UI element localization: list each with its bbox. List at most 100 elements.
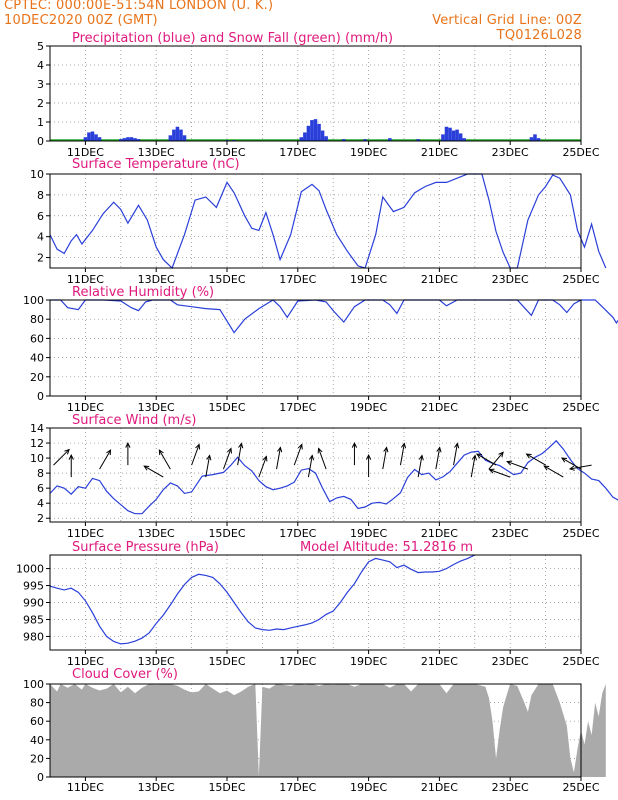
x-tick-label: 23DEC [492,401,529,414]
x-tick-label: 13DEC [138,527,175,540]
wind-arrow [488,451,504,470]
panel-frame [49,173,582,269]
precip-bar [313,119,318,141]
wind-arrow [158,449,171,470]
x-tick-label: 15DEC [208,273,245,286]
wind-arrow-head [297,443,303,450]
x-tick-label: 19DEC [350,401,387,414]
precip-bar [179,129,183,141]
x-tick-label: 11DEC [67,401,104,414]
y-tick-label: 0 [37,135,44,148]
y-tick-label: 4 [37,497,44,510]
wind-arrow-head [262,455,268,462]
precip-bar [126,137,130,141]
panel-title: Relative Humidity (%) [72,285,214,300]
wind-arrow-head [308,454,315,461]
y-tick-label: 2 [37,97,44,110]
x-tick-label: 25DEC [562,527,599,540]
y-tick-label: 6 [37,482,44,495]
y-tick-label: 2 [37,512,44,525]
precip-bar [122,138,127,141]
precip-bar [97,137,102,141]
wind-arrow [191,444,200,466]
x-tick-label: 23DEC [492,146,529,159]
x-tick-label: 21DEC [421,401,458,414]
wind-arrow-head [488,468,495,474]
y-tick-label: 2 [37,252,44,265]
wind-arrow-head [195,443,201,450]
precip-bar [133,138,137,141]
y-tick-label: 100 [23,294,44,307]
wind-arrow-head [317,447,323,454]
header-grid-note: Vertical Grid Line: 00Z [432,13,582,28]
y-tick-label: 14 [30,422,44,435]
wind-arrow [99,449,111,470]
wind-arrow [276,447,281,470]
wind-arrow-head [277,446,283,453]
panel-frame [49,554,582,651]
wind-arrow-head [365,453,372,460]
x-tick-label: 21DEC [421,146,458,159]
wind-arrow [399,443,405,466]
x-tick-label: 13DEC [138,655,175,668]
wind-arrow [470,455,476,478]
x-tick-label: 15DEC [208,401,245,414]
wind-arrow [222,448,232,470]
wind-arrow [489,469,511,478]
wind-arrow-head [543,465,550,471]
wind-arrow [382,447,388,470]
y-tick-label: 990 [23,597,44,610]
precip-bar [448,127,452,141]
precip-bar [90,131,95,141]
y-tick-label: 8 [37,189,44,202]
x-tick-label: 11DEC [67,527,104,540]
precip-bar [299,137,304,141]
y-tick-label: 980 [23,630,44,643]
wind-arrow-head [351,441,358,448]
precip-bar [462,138,466,141]
precip-bar [536,138,541,141]
wind-arrow [143,465,164,478]
y-tick-label: 8 [37,467,44,480]
x-tick-label: 15DEC [208,527,245,540]
precip-bar [87,132,91,141]
x-tick-label: 11DEC [67,781,104,794]
wind-arrow-head [506,460,513,466]
precip-bar [129,137,134,141]
y-tick-label: 995 [23,580,44,593]
wind-arrow [453,443,458,466]
y-tick-label: 40 [30,734,44,747]
precip-bar [94,134,98,141]
precip-bar [83,137,88,141]
panel-annotation: Model Altitude: 51.2816 m [300,540,473,555]
wind-arrow-head [64,448,70,455]
x-tick-label: 25DEC [562,655,599,668]
x-tick-label: 25DEC [562,781,599,794]
precip-bar [388,138,392,141]
y-tick-label: 80 [30,313,44,326]
y-tick-label: 20 [30,371,44,384]
x-tick-label: 17DEC [279,401,316,414]
y-tick-label: 12 [30,437,44,450]
wind-arrow-head [400,442,407,449]
series-line-4 [49,554,476,645]
wind-arrow-head [475,453,483,459]
x-tick-label: 21DEC [421,655,458,668]
y-tick-label: 80 [30,697,44,710]
precip-bar [533,134,537,141]
x-tick-label: 23DEC [492,273,529,286]
y-tick-label: 10 [30,168,44,181]
wind-arrow [569,464,592,470]
x-tick-label: 25DEC [562,146,599,159]
precip-bar [175,126,180,141]
x-tick-label: 15DEC [208,781,245,794]
precip-bar [342,139,346,141]
wind-arrow [293,444,303,466]
precip-bar [182,135,187,141]
x-tick-label: 11DEC [67,655,104,668]
wind-arrow [543,465,564,478]
wind-arrow [318,448,327,470]
wind-arrow [417,455,423,478]
x-tick-label: 19DEC [350,146,387,159]
precip-bar [172,129,176,141]
